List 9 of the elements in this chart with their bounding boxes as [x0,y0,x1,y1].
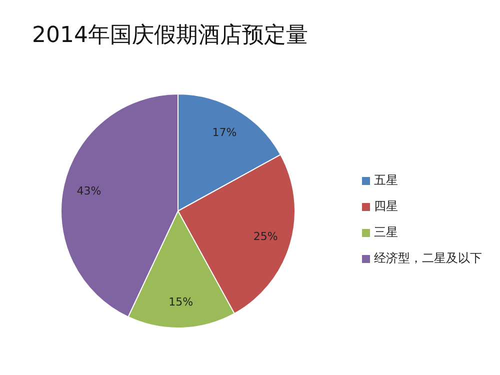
legend-label: 四星 [374,199,398,213]
data-label: 25% [253,230,278,243]
legend-label: 经济型，二星及以下 [374,251,482,265]
chart-title: 2014年国庆假期酒店预定量 [31,22,309,50]
data-label: 15% [168,296,194,309]
legend-label: 五星 [374,173,398,187]
data-label: 43% [76,184,102,198]
legend-label: 三星 [374,225,398,239]
data-label: 17% [212,126,237,139]
